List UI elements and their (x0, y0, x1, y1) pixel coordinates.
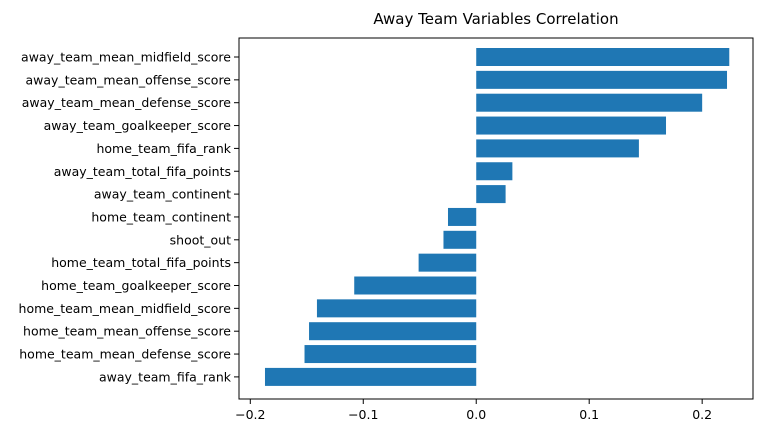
y-tick-labels: away_team_mean_midfield_score away_team_m… (19, 50, 239, 384)
bar-away-team-mean-defense-score (476, 93, 703, 112)
y-tick-label: away_team_mean_defense_score (22, 95, 232, 110)
plot-frame (238, 37, 754, 400)
y-tick-label: home_team_total_fifa_points (51, 255, 231, 270)
y-tick-label: away_team_goalkeeper_score (44, 118, 232, 133)
bar-away-team-fifa-rank (264, 367, 477, 386)
y-tick-label: home_team_mean_midfield_score (19, 301, 232, 316)
bar-home-team-fifa-rank (476, 139, 639, 158)
x-ticks: −0.2 −0.1 0.0 0.1 0.2 (235, 399, 712, 422)
y-tick-label: shoot_out (170, 232, 231, 247)
y-tick-label: home_team_mean_defense_score (19, 347, 231, 362)
x-tick-label: 0.1 (579, 407, 599, 422)
bar-home-team-continent (447, 207, 477, 226)
y-tick-label: home_team_goalkeeper_score (41, 278, 231, 293)
y-tick-label: away_team_mean_offense_score (26, 72, 232, 87)
bar-home-team-mean-midfield-score (316, 299, 477, 318)
bars-group (264, 48, 730, 386)
x-tick-label: −0.2 (235, 407, 265, 422)
bar-away-team-continent (476, 185, 506, 204)
bar-home-team-mean-defense-score (304, 345, 477, 364)
chart-title: Away Team Variables Correlation (373, 10, 618, 28)
bar-home-team-total-fifa-points (418, 253, 477, 272)
x-tick-label: 0.0 (466, 407, 486, 422)
bar-away-team-total-fifa-points (476, 162, 513, 181)
y-tick-label: home_team_mean_offense_score (23, 324, 231, 339)
bar-away-team-mean-midfield-score (476, 48, 730, 66)
bar-home-team-goalkeeper-score (354, 276, 477, 295)
y-tick-label: home_team_continent (91, 209, 231, 224)
y-tick-label: away_team_fifa_rank (99, 369, 232, 384)
x-tick-label: −0.1 (348, 407, 378, 422)
x-tick-label: 0.2 (692, 407, 712, 422)
y-tick-label: away_team_mean_midfield_score (21, 50, 231, 65)
y-tick-label: away_team_total_fifa_points (54, 164, 231, 179)
bar-away-team-goalkeeper-score (476, 116, 667, 135)
y-tick-label: home_team_fifa_rank (96, 141, 231, 156)
bar-shoot-out (443, 230, 477, 249)
bar-away-team-mean-offense-score (476, 70, 728, 89)
y-tick-label: away_team_continent (94, 187, 231, 202)
bar-home-team-mean-offense-score (309, 322, 477, 341)
